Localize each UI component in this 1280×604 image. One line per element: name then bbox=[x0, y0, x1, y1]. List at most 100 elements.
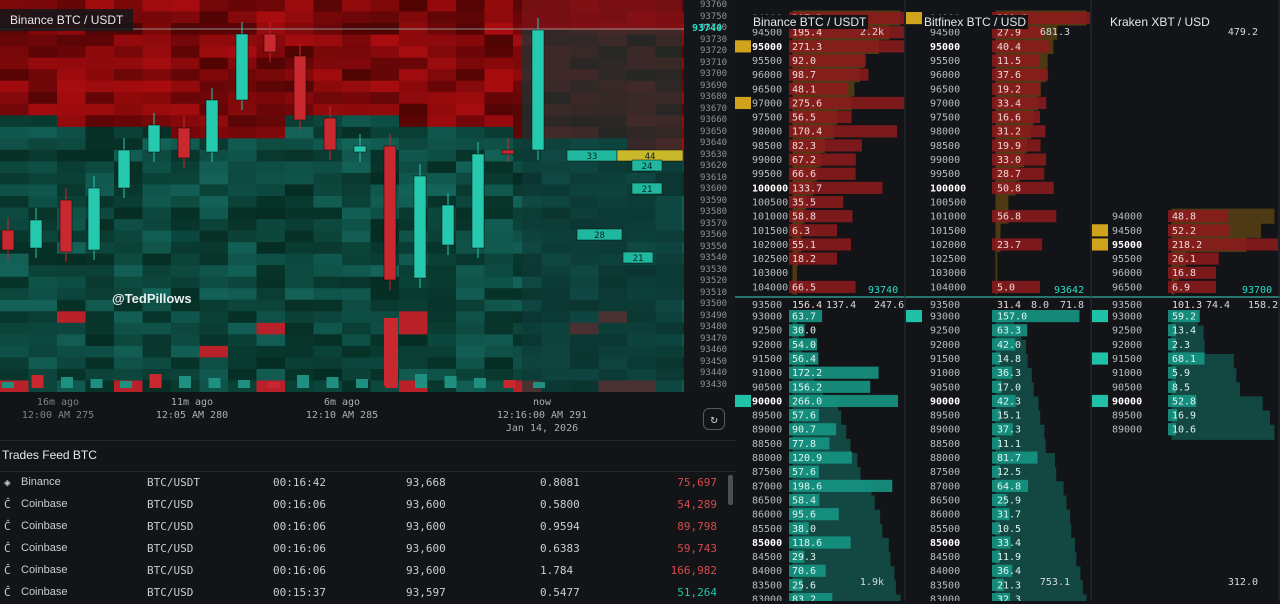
bid-price: 92000 bbox=[930, 340, 960, 351]
volume-bar bbox=[503, 380, 516, 388]
bid-qty: 157.0 bbox=[997, 312, 1027, 323]
trade-row[interactable]: Ĉ Coinbase BTC/USD 00:15:37 93,597 0.5477 51,2… bbox=[0, 582, 725, 604]
trade-value: 51,264 bbox=[677, 586, 717, 599]
ask-qty: 6.3 bbox=[792, 226, 810, 237]
ask-price: 96000 bbox=[1112, 268, 1142, 279]
ask-depth-bar bbox=[992, 210, 1057, 223]
bid-depth-bar bbox=[992, 310, 1080, 323]
volume-bar bbox=[179, 376, 191, 388]
ask-qty: 19.2 bbox=[997, 84, 1021, 95]
orderbook-kraken[interactable]: Kraken XBT / USD 94000 48.8 94500 52.2 95000… bbox=[1092, 0, 1280, 601]
volume-bar bbox=[474, 378, 486, 388]
ask-qty: 271.3 bbox=[792, 42, 822, 53]
ask-depth-bar bbox=[789, 40, 904, 53]
scrollbar[interactable] bbox=[728, 475, 733, 505]
volume-bar bbox=[149, 374, 162, 388]
candle-body bbox=[323, 117, 337, 151]
trade-time: 00:16:06 bbox=[273, 520, 326, 533]
liquidity-label: 21 bbox=[642, 185, 653, 195]
trade-qty: 0.8081 bbox=[540, 476, 580, 489]
mid-row-price: 93500 bbox=[752, 300, 782, 311]
bid-price: 88500 bbox=[752, 439, 782, 450]
binance-icon: ◈ bbox=[4, 476, 11, 489]
price-axis-label: 93510 bbox=[700, 287, 728, 298]
bid-depth-bar bbox=[992, 451, 1038, 464]
bid-qty: 21.3 bbox=[997, 580, 1021, 591]
ask-qty: 218.2 bbox=[1172, 240, 1202, 251]
mid-row-price: 93500 bbox=[930, 300, 960, 311]
bid-price: 91000 bbox=[1112, 368, 1142, 379]
refresh-icon[interactable]: ↻ bbox=[703, 408, 725, 430]
ask-price: 102500 bbox=[930, 254, 966, 265]
ask-qty: 66.5 bbox=[792, 282, 816, 293]
trade-qty: 1.784 bbox=[540, 564, 574, 577]
ask-qty: 82.3 bbox=[792, 141, 816, 152]
orderbook-bitfinex[interactable]: Bitfinex BTC / USD 94000210.69450027.995… bbox=[906, 0, 1092, 601]
bid-qty: 25.9 bbox=[997, 495, 1021, 506]
bid-price: 91000 bbox=[930, 368, 960, 379]
bid-depth-bar bbox=[789, 508, 839, 521]
bid-qty: 36.3 bbox=[997, 368, 1021, 379]
trade-price: 93,600 bbox=[406, 542, 446, 555]
ask-price: 101500 bbox=[930, 226, 966, 237]
bid-price: 92500 bbox=[752, 326, 782, 337]
price-axis-label: 93460 bbox=[700, 345, 728, 355]
bid-price: 92500 bbox=[930, 326, 960, 337]
price-axis-label: 93440 bbox=[700, 368, 728, 378]
ask-qty: 56.5 bbox=[792, 113, 816, 124]
liquidity-heatmap[interactable]: 33 44 24 21 28 21 Binance BTC / USDT @TedPill… bbox=[0, 0, 684, 392]
bid-price: 87000 bbox=[752, 481, 782, 492]
ask-depth-bar bbox=[992, 54, 1040, 67]
trade-row[interactable]: Ĉ Coinbase BTC/USD 00:16:06 93,600 0.9594 89,7… bbox=[0, 516, 725, 538]
trade-value: 59,743 bbox=[677, 542, 717, 555]
trade-row[interactable]: Ĉ Coinbase BTC/USD 00:16:06 93,600 1.784 166,9… bbox=[0, 560, 725, 582]
price-axis-label: 93760 bbox=[700, 0, 728, 10]
price-axis[interactable]: 93760 93750 93740 93730 93720 93710 93700 93690… bbox=[684, 0, 735, 392]
trade-qty: 0.9594 bbox=[540, 520, 580, 533]
ask-qty: 48.1 bbox=[792, 84, 816, 95]
candle-body bbox=[383, 145, 397, 281]
bid-price: 90500 bbox=[1112, 382, 1142, 393]
ask-qty: 67.2 bbox=[792, 155, 816, 166]
ask-price: 101000 bbox=[930, 212, 966, 223]
candle-body bbox=[501, 149, 515, 155]
trade-row[interactable]: Ĉ Coinbase BTC/USD 00:16:06 93,600 0.5800 54,2… bbox=[0, 494, 725, 516]
ask-qty: 58.8 bbox=[792, 212, 816, 223]
bid-depth-bar bbox=[992, 380, 1002, 393]
bid-depth-bar bbox=[1168, 324, 1176, 337]
bid-depth-bar bbox=[992, 522, 1000, 535]
ask-qty: 40.4 bbox=[997, 42, 1021, 53]
ask-depth-bar bbox=[789, 111, 852, 124]
bid-qty: 156.2 bbox=[792, 382, 822, 393]
ask-depth-bar bbox=[992, 26, 1044, 39]
trade-row[interactable]: Ĉ Coinbase BTC/USD 00:16:06 93,600 0.6383 59,7… bbox=[0, 538, 725, 560]
trade-value: 75,697 bbox=[677, 476, 717, 489]
candle-body bbox=[1, 229, 15, 251]
ask-depth-bar bbox=[789, 153, 856, 166]
volume-bar bbox=[297, 375, 309, 388]
price-axis-label: 93660 bbox=[700, 115, 728, 125]
ask-price: 96500 bbox=[930, 84, 960, 95]
bid-price: 89500 bbox=[1112, 411, 1142, 422]
ask-depth-bar bbox=[992, 82, 1041, 95]
coinbase-icon: Ĉ bbox=[4, 520, 11, 533]
trade-row[interactable]: ◈ Binance BTC/USDT 00:16:42 93,668 0.8081 75,6… bbox=[0, 472, 725, 494]
ask-depth-bar bbox=[789, 238, 852, 251]
orderbook-title: Kraken XBT / USD bbox=[1108, 15, 1212, 29]
price-axis-label: 93540 bbox=[700, 253, 728, 263]
trades-feed-title: Trades Feed BTC bbox=[2, 448, 97, 462]
trade-price: 93,600 bbox=[406, 520, 446, 533]
trade-value: 54,289 bbox=[677, 498, 717, 511]
bid-price: 86000 bbox=[930, 510, 960, 521]
bid-qty: 83.2 bbox=[792, 595, 816, 602]
ask-price: 98500 bbox=[752, 141, 782, 152]
ask-depth-bar bbox=[789, 54, 866, 67]
orderbook-binance[interactable]: Binance BTC / USDT 94000207.394500195.49… bbox=[735, 0, 906, 601]
ask-depth-bar bbox=[789, 68, 869, 81]
trade-exchange: Coinbase bbox=[21, 586, 68, 598]
liquidity-label: 21 bbox=[633, 254, 644, 264]
bid-qty: 63.3 bbox=[997, 326, 1021, 337]
ask-price: 96000 bbox=[930, 70, 960, 81]
bid-price: 90500 bbox=[752, 382, 782, 393]
price-axis-label: 93450 bbox=[700, 356, 728, 367]
